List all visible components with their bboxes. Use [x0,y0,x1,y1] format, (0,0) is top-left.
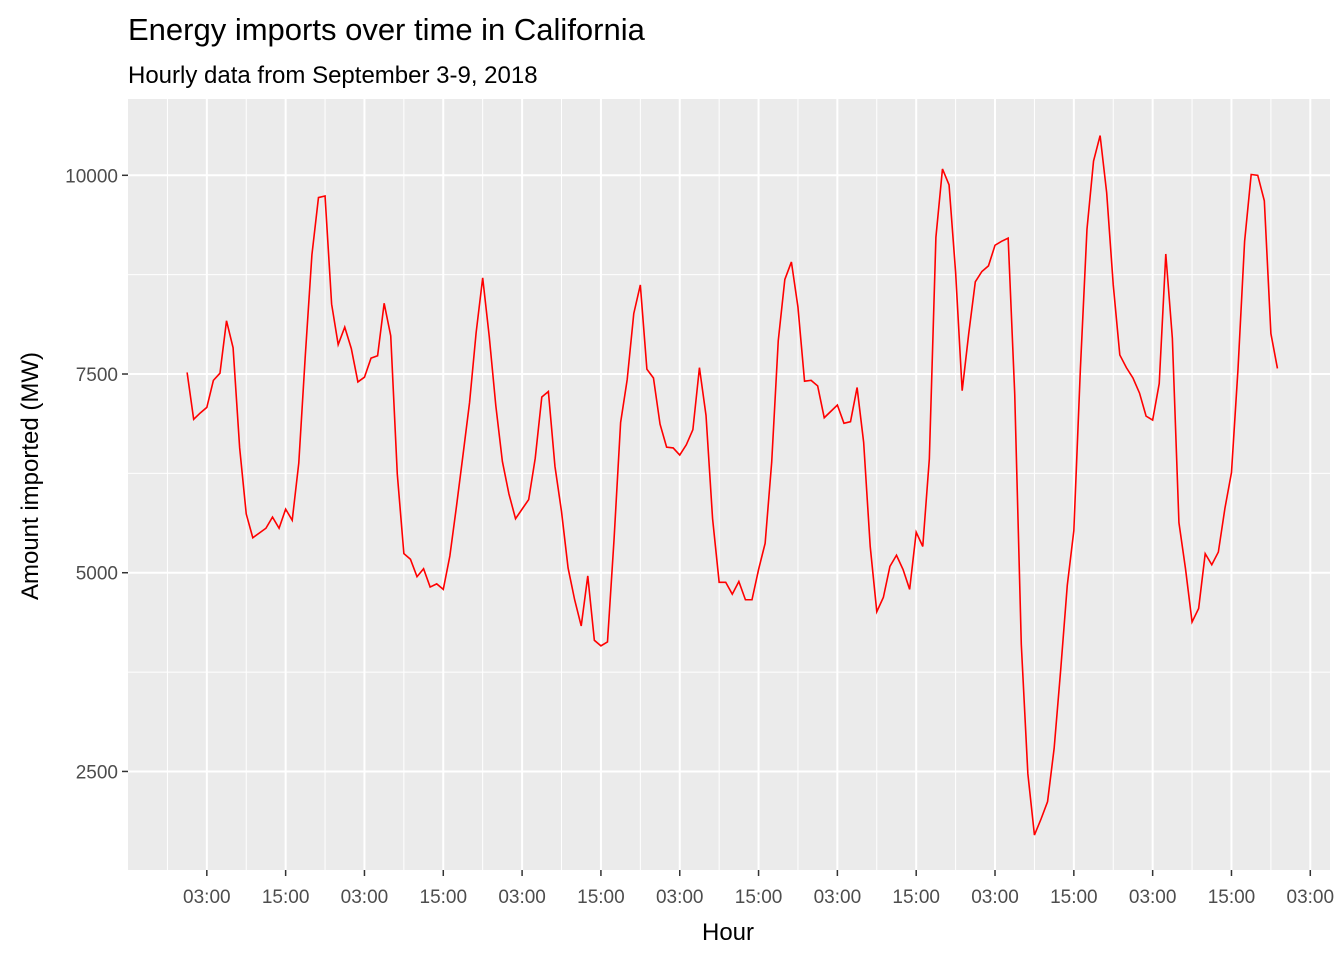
y-tick-label: 2500 [76,762,118,783]
minor-gridlines [128,99,1330,870]
major-gridlines [128,99,1330,870]
y-axis-ticks: 2500 5000 7500 10000 [65,166,128,783]
y-tick-label: 5000 [76,564,118,585]
x-tick-label: 03:00 [1287,887,1335,908]
x-tick-label: 15:00 [892,887,940,908]
chart-title: Energy imports over time in California [128,12,646,47]
x-tick-label: 15:00 [1208,887,1256,908]
y-tick-label: 7500 [76,365,118,386]
x-tick-label: 03:00 [1129,887,1177,908]
chart-subtitle: Hourly data from September 3-9, 2018 [128,62,538,89]
x-tick-label: 03:00 [814,887,862,908]
x-tick-label: 03:00 [656,887,704,908]
x-tick-label: 15:00 [577,887,625,908]
x-tick-label: 03:00 [183,887,231,908]
x-tick-label: 15:00 [1050,887,1098,908]
x-tick-label: 03:00 [498,887,546,908]
x-tick-label: 03:00 [971,887,1019,908]
y-tick-label: 10000 [65,166,118,187]
plot-panel [128,99,1330,870]
energy-imports-series-line [186,135,1279,836]
x-tick-label: 15:00 [735,887,783,908]
x-tick-label: 15:00 [262,887,310,908]
x-tick-label: 03:00 [341,887,389,908]
y-axis-title: Amount imported (MW) [17,352,44,600]
x-axis-title: Hour [702,919,754,946]
x-tick-label: 15:00 [420,887,468,908]
x-axis-ticks: 03:00 15:00 03:00 15:00 03:00 15:00 03:00 15:00… [183,870,1334,908]
